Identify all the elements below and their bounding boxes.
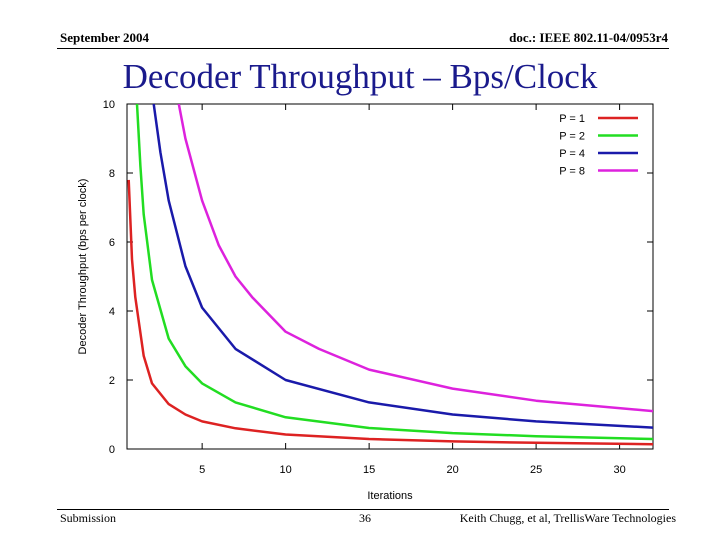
y-axis-ticks: 0 2 4 6 8 10 — [103, 99, 653, 456]
y-axis-label: Decoder Throughput (bps per clock) — [77, 179, 89, 355]
x-axis-label: Iterations — [367, 490, 413, 502]
header-date: September 2004 — [60, 30, 149, 45]
x-tick-label: 25 — [530, 464, 542, 476]
y-tick-label: 6 — [109, 237, 115, 249]
footer-rule — [57, 509, 669, 510]
slide-title: Decoder Throughput – Bps/Clock — [122, 57, 598, 96]
x-tick-label: 30 — [613, 464, 625, 476]
plot-frame — [126, 103, 654, 450]
header-doc-id: doc.: IEEE 802.11-04/0953r4 — [509, 30, 668, 45]
legend-label: P = 1 — [559, 113, 585, 125]
legend-label: P = 2 — [559, 131, 585, 143]
footer-page-number: 36 — [359, 511, 371, 525]
header-rule — [57, 48, 669, 49]
y-tick-label: 4 — [109, 306, 115, 318]
y-tick-label: 2 — [109, 375, 115, 387]
footer-authors: Keith Chugg, et al, TrellisWare Technolo… — [459, 511, 676, 525]
series-line-p2 — [135, 104, 653, 441]
series-line-p4 — [152, 104, 653, 429]
y-tick-label: 0 — [109, 444, 115, 456]
x-axis-ticks: 5 10 15 20 25 30 — [199, 104, 626, 476]
legend-label: P = 8 — [559, 166, 585, 178]
x-tick-label: 5 — [199, 464, 205, 476]
x-tick-label: 20 — [446, 464, 458, 476]
x-tick-label: 15 — [363, 464, 375, 476]
y-tick-label: 10 — [103, 99, 115, 111]
plot-border — [126, 103, 654, 450]
series-line-p8 — [177, 104, 653, 413]
series-line-p1 — [127, 179, 653, 446]
footer-submission: Submission — [60, 511, 117, 525]
series-lines — [127, 104, 653, 446]
x-tick-label: 10 — [280, 464, 292, 476]
legend: P = 1 P = 2 P = 4 P = 8 — [559, 113, 638, 178]
y-tick-label: 8 — [109, 168, 115, 180]
legend-label: P = 4 — [559, 148, 585, 160]
